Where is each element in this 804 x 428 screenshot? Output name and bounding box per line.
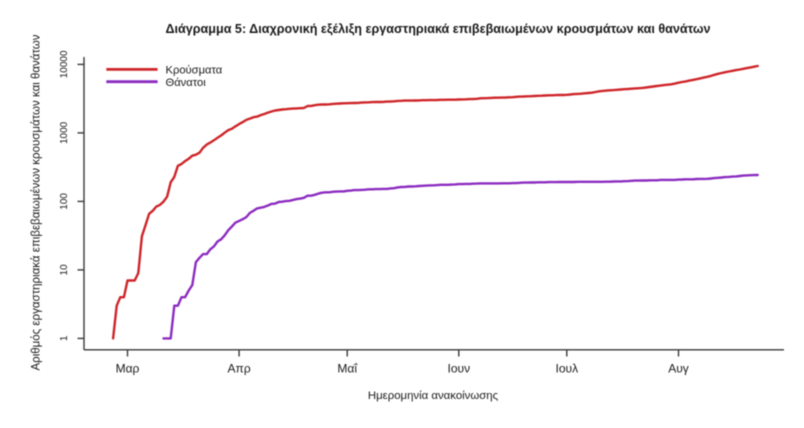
- svg-text:Μαΐ: Μαΐ: [337, 362, 358, 376]
- svg-text:10: 10: [59, 264, 70, 276]
- svg-text:Αυγ: Αυγ: [668, 362, 689, 376]
- svg-text:1000: 1000: [59, 121, 70, 144]
- svg-text:Ημερομηνία ανακοίνωσης: Ημερομηνία ανακοίνωσης: [368, 390, 499, 402]
- svg-text:10000: 10000: [59, 50, 70, 78]
- svg-text:Απρ: Απρ: [228, 362, 251, 376]
- svg-text:Αριθμός εργαστηριακά επιβεβαιω: Αριθμός εργαστηριακά επιβεβαιωμένων κρου…: [31, 34, 43, 370]
- svg-text:Μαρ: Μαρ: [116, 362, 140, 376]
- svg-text:Ιουν: Ιουν: [448, 362, 471, 376]
- svg-text:Θάνατοι: Θάνατοι: [166, 77, 207, 89]
- svg-text:100: 100: [59, 193, 70, 210]
- svg-text:Κρούσματα: Κρούσματα: [166, 65, 223, 77]
- svg-text:Διάγραμμα 5: Διαχρονική εξέλιξ: Διάγραμμα 5: Διαχρονική εξέλιξη εργαστηρ…: [165, 22, 710, 36]
- svg-text:Ιουλ: Ιουλ: [556, 362, 579, 376]
- svg-text:1: 1: [59, 335, 70, 341]
